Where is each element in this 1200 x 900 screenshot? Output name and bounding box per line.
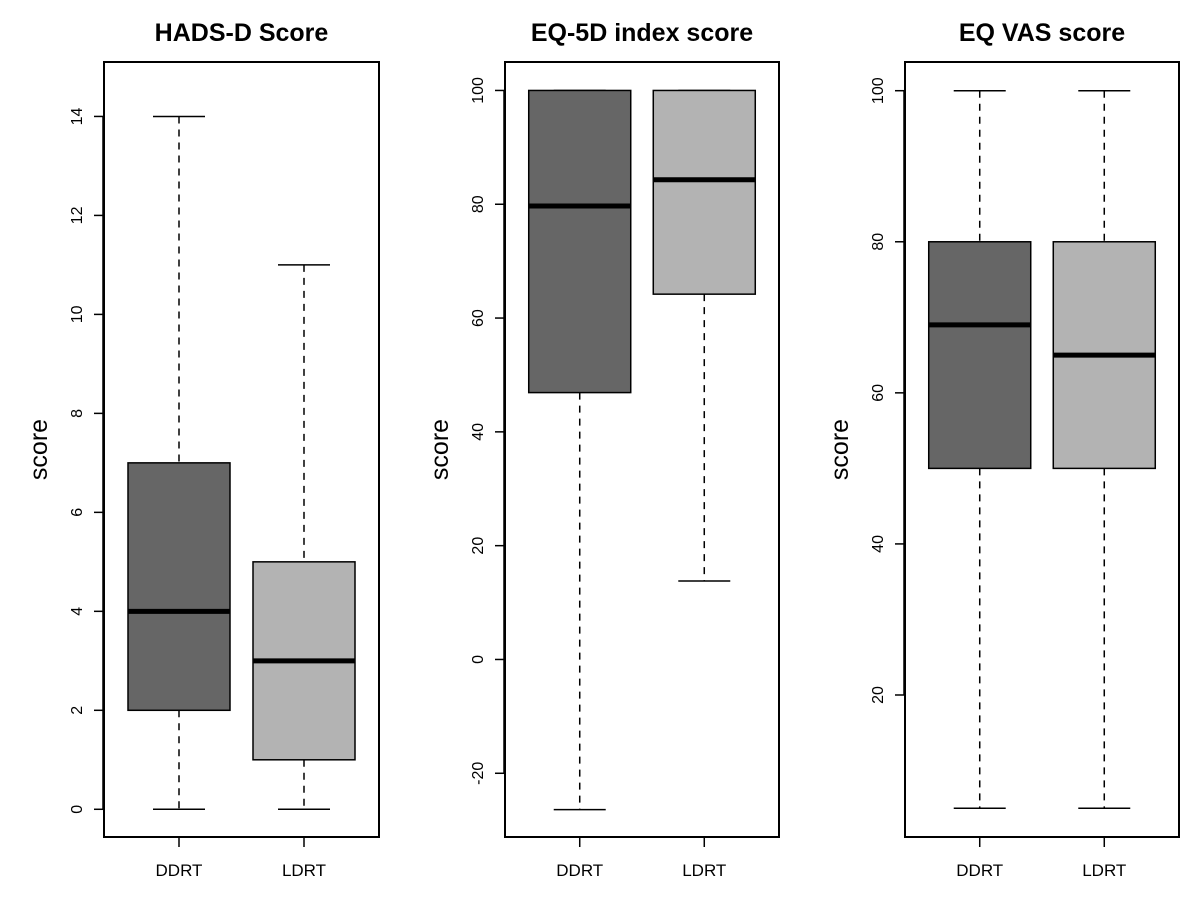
panel-1: HADS-D Score score 0 2 4 6 8 10 12 14 DDRT LDRT bbox=[25, 19, 380, 880]
y-tick-label: 6 bbox=[69, 508, 86, 517]
box-ldrt bbox=[652, 89, 757, 582]
y-tick-label: 12 bbox=[69, 206, 86, 224]
y-tick-label: 20 bbox=[870, 686, 887, 704]
panel-2: EQ-5D index score score -20 0 20 40 60 80 100 DDR… bbox=[426, 19, 780, 880]
x-tick-label: DDRT bbox=[956, 861, 1003, 880]
y-axis-label: score bbox=[426, 419, 454, 480]
x-tick-label: LDRT bbox=[682, 861, 726, 880]
y-axis-label: score bbox=[826, 419, 854, 480]
y-tick-label: 2 bbox=[69, 706, 86, 715]
y-tick-label: 40 bbox=[870, 535, 887, 553]
box-ldrt bbox=[1052, 89, 1157, 810]
y-tick-label: 20 bbox=[470, 537, 487, 555]
y-tick-label: 8 bbox=[69, 409, 86, 418]
y-tick-label: 4 bbox=[69, 607, 86, 616]
plot-frame bbox=[504, 61, 780, 838]
y-axis-label: score bbox=[25, 419, 53, 480]
plot-frame bbox=[103, 61, 380, 838]
y-tick-label: 10 bbox=[69, 305, 86, 323]
box-ddrt bbox=[927, 89, 1032, 810]
box-ddrt bbox=[127, 115, 231, 811]
y-tick-label: 80 bbox=[470, 195, 487, 213]
x-tick-label: LDRT bbox=[1082, 861, 1126, 880]
y-tick-label: 60 bbox=[470, 309, 487, 327]
y-tick-label: -20 bbox=[470, 762, 487, 785]
box-ldrt bbox=[252, 264, 356, 811]
iqr-box bbox=[927, 241, 1032, 470]
panel-3: EQ VAS score score 20 40 60 80 100 DDRT LDRT bbox=[826, 19, 1180, 880]
y-tick-label: 0 bbox=[69, 805, 86, 814]
iqr-box bbox=[652, 89, 757, 295]
chart-title: EQ-5D index score bbox=[531, 19, 753, 47]
chart-title: EQ VAS score bbox=[959, 19, 1125, 47]
y-tick-label: 0 bbox=[470, 655, 487, 664]
iqr-box bbox=[127, 462, 231, 712]
x-tick-label: DDRT bbox=[156, 861, 203, 880]
plot-frame bbox=[904, 61, 1180, 838]
y-tick-label: 100 bbox=[870, 77, 887, 104]
y-tick-label: 100 bbox=[470, 77, 487, 104]
chart-title: HADS-D Score bbox=[155, 19, 329, 47]
y-tick-label: 40 bbox=[470, 423, 487, 441]
x-tick-label: DDRT bbox=[556, 861, 603, 880]
y-tick-label: 60 bbox=[870, 384, 887, 402]
y-tick-label: 14 bbox=[69, 107, 86, 125]
iqr-box bbox=[527, 89, 632, 394]
box-ddrt bbox=[527, 89, 632, 811]
y-tick-label: 80 bbox=[870, 233, 887, 251]
x-tick-label: LDRT bbox=[282, 861, 326, 880]
